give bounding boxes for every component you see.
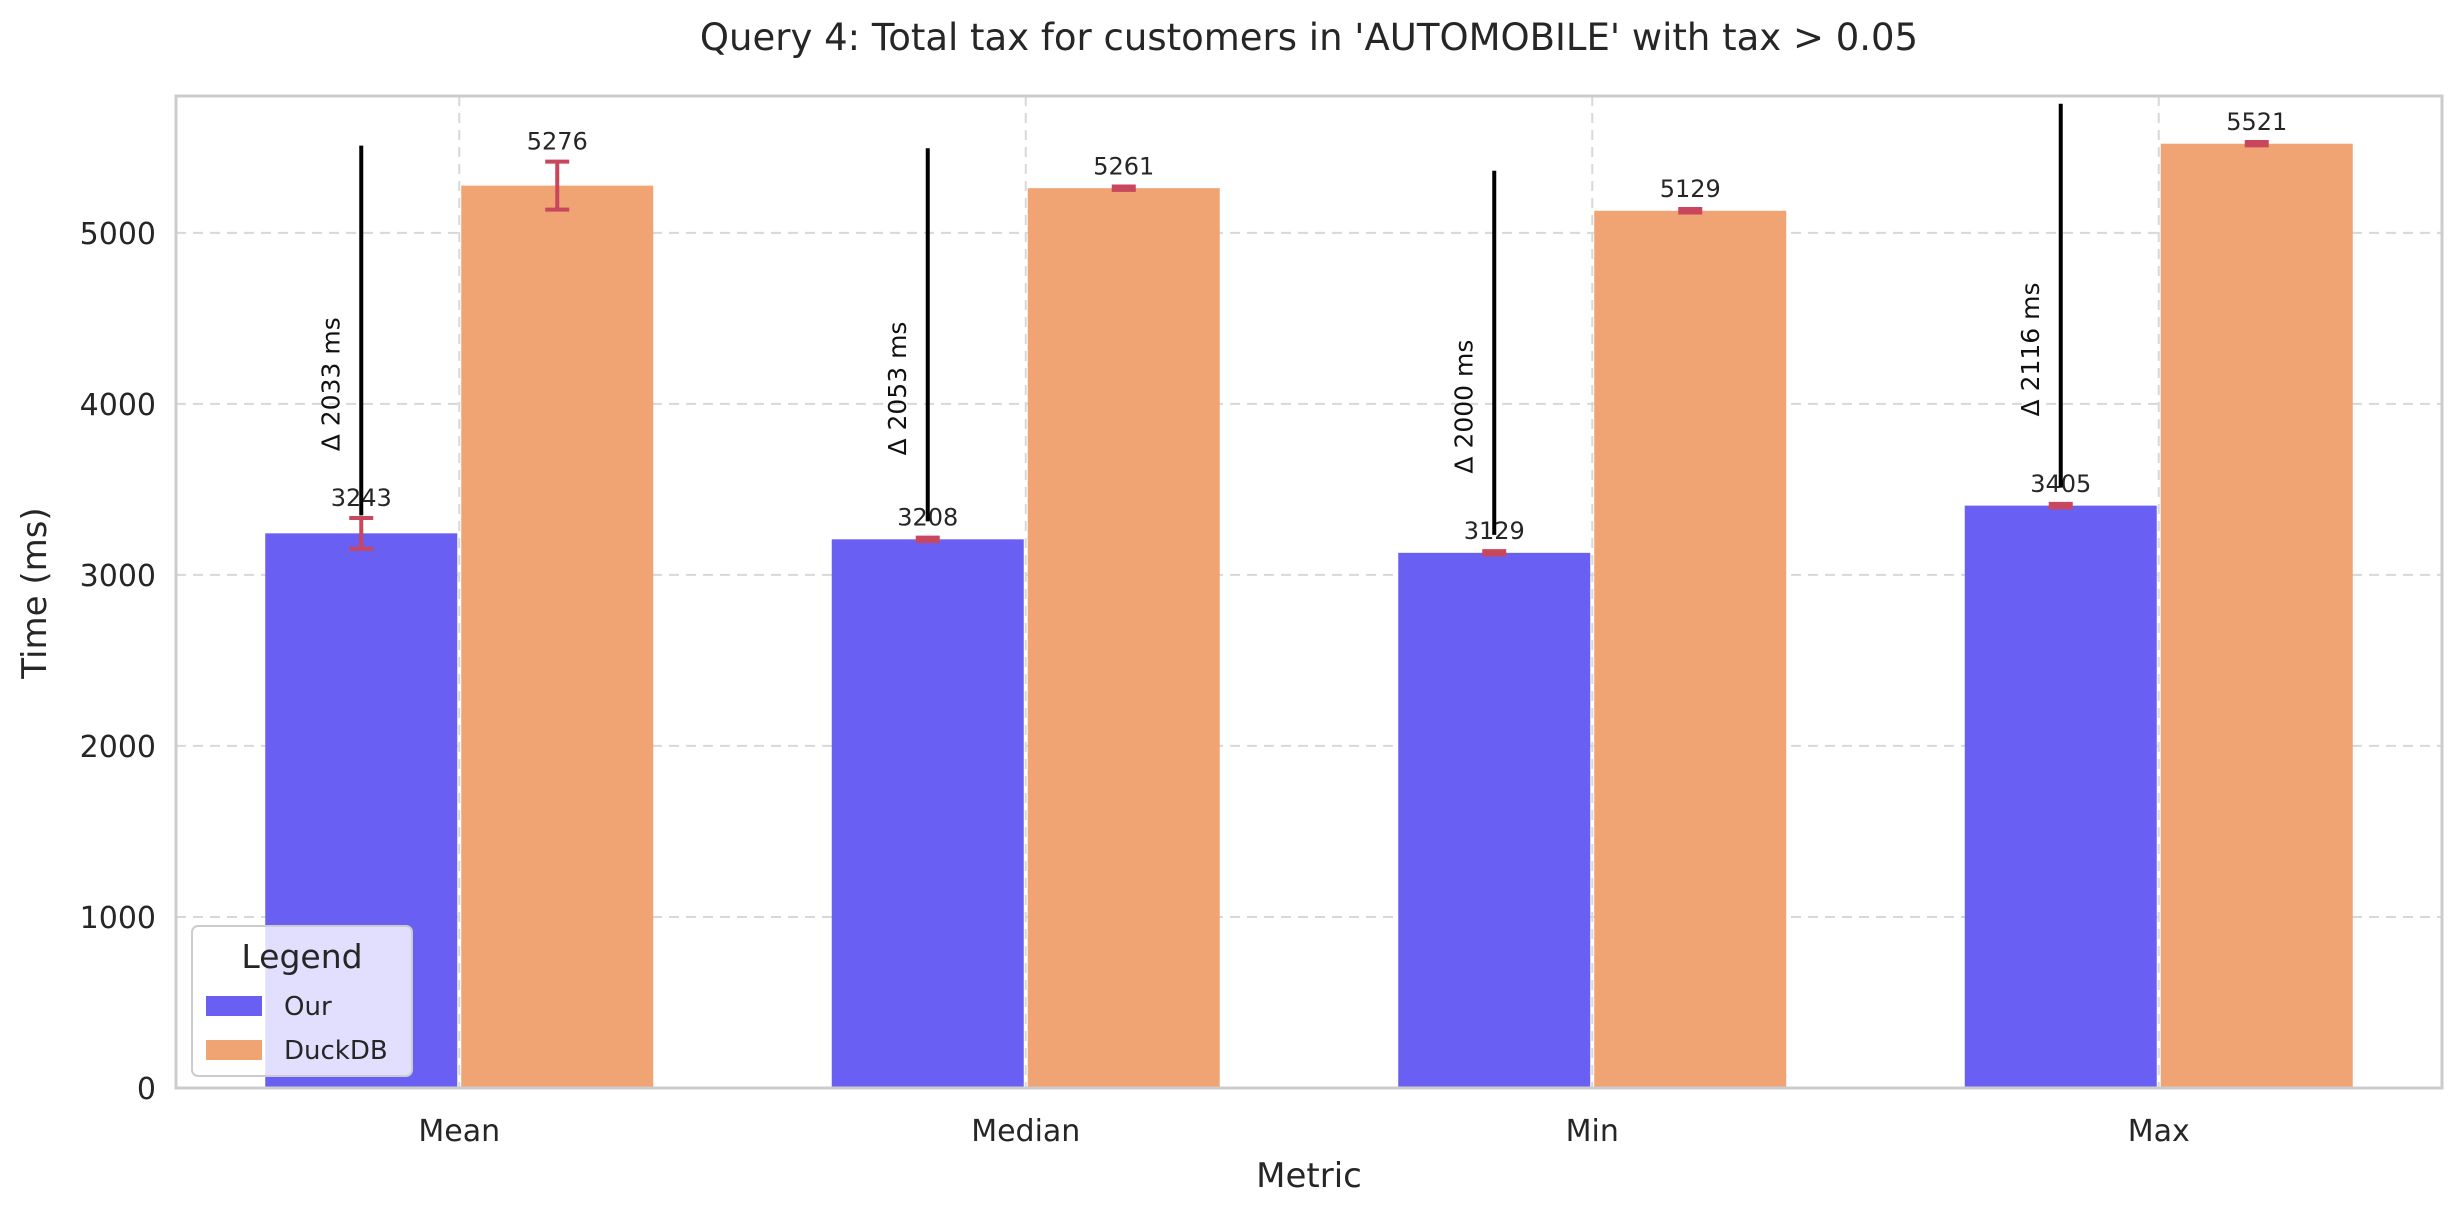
x-tick-label: Median xyxy=(971,1114,1080,1149)
x-tick-label: Max xyxy=(2128,1114,2190,1149)
legend-box xyxy=(191,925,413,1077)
legend-swatch-our xyxy=(206,996,262,1016)
y-tick-label: 3000 xyxy=(80,559,156,594)
difference-label-max: Δ 2116 ms xyxy=(2016,282,2045,416)
bar-duckdb-mean xyxy=(461,185,654,1088)
difference-label-mean: Δ 2033 ms xyxy=(316,317,345,451)
bar-our-max xyxy=(1964,505,2157,1089)
y-tick-label: 1000 xyxy=(80,901,156,936)
difference-annotations: Δ 2033 ms Δ 2053 ms Δ 2000 ms Δ 2116 ms xyxy=(316,103,2063,535)
axis-ticks: 0 1000 2000 3000 4000 5000 Mean Median Min Max xyxy=(80,217,2190,1149)
bar-duckdb-min xyxy=(1594,210,1787,1088)
x-axis-label: Metric xyxy=(1256,1156,1362,1196)
data-label-duckdb: 5261 xyxy=(1093,152,1154,180)
legend: Legend Our DuckDB xyxy=(191,925,413,1077)
legend-title: Legend xyxy=(241,937,362,976)
error-bars xyxy=(349,140,2269,557)
y-tick-label: 5000 xyxy=(80,217,156,252)
bar-our-median xyxy=(831,539,1024,1088)
bar-duckdb-median xyxy=(1027,188,1220,1088)
x-tick-label: Min xyxy=(1566,1114,1619,1149)
bar-our-min xyxy=(1398,552,1591,1088)
y-tick-label: 2000 xyxy=(80,730,156,765)
legend-swatch-duckdb xyxy=(206,1040,262,1060)
difference-label-min: Δ 2000 ms xyxy=(1449,340,1478,474)
bars xyxy=(265,143,2353,1089)
legend-label-our: Our xyxy=(284,992,332,1022)
data-label-duckdb: 5129 xyxy=(1660,175,1721,203)
legend-label-duckdb: DuckDB xyxy=(284,1036,388,1066)
data-label-duckdb: 5521 xyxy=(2226,108,2287,136)
bar-duckdb-max xyxy=(2160,143,2353,1088)
difference-label-median: Δ 2053 ms xyxy=(883,322,912,456)
x-tick-label: Mean xyxy=(418,1114,500,1149)
chart-title: Query 4: Total tax for customers in 'AUT… xyxy=(700,16,1918,59)
y-tick-label: 4000 xyxy=(80,388,156,423)
data-label-duckdb: 5276 xyxy=(527,128,588,156)
plot-frame xyxy=(174,94,2444,1090)
y-axis-label: Time (ms) xyxy=(15,507,55,679)
y-tick-label: 0 xyxy=(137,1072,156,1107)
